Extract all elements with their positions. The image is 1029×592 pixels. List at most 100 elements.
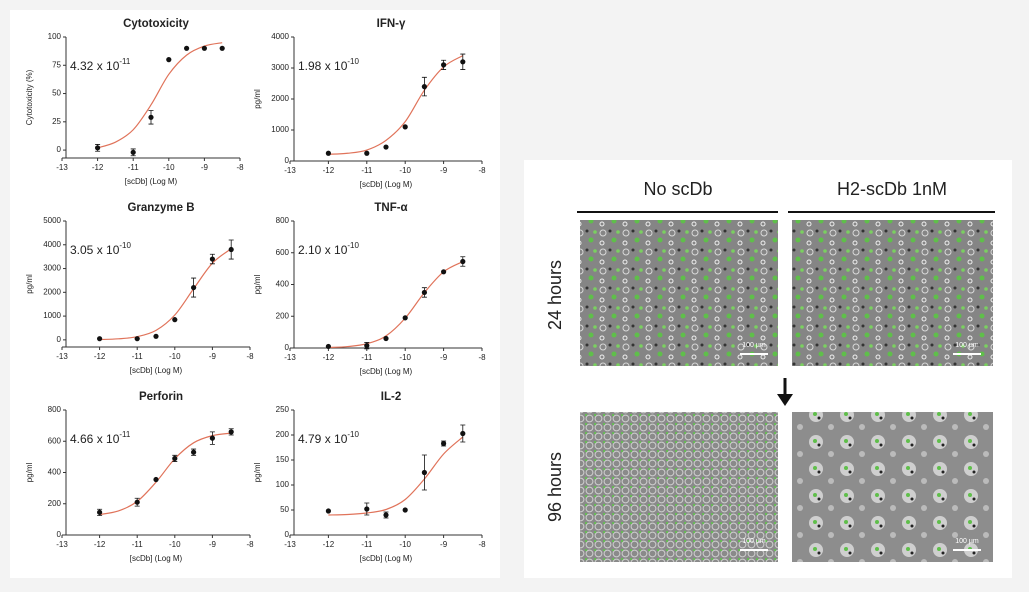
data-point (166, 57, 172, 63)
y-tick-label: 600 (276, 248, 290, 257)
x-tick-label: -10 (399, 166, 411, 175)
y-tick-label: 4000 (43, 240, 61, 249)
data-point (460, 258, 466, 265)
annotation: 1.98 x 10-10 (298, 57, 359, 73)
y-tick-label: 0 (57, 145, 62, 154)
y-axis-label: pg/ml (253, 462, 262, 482)
chart: 0 25 50 75 100 -13 -12 -11 -10 -9 -8 [scDb] (Log M)… (25, 18, 244, 186)
x-tick-label: -9 (440, 166, 448, 175)
data-point (153, 333, 159, 339)
fit-curve (99, 248, 232, 341)
y-tick-label: 2000 (271, 94, 289, 103)
data-point (421, 84, 427, 90)
y-tick-label: 600 (48, 436, 62, 445)
micrograph: No scDb H2-scDb 1nM 24 hours 96 hours 10… (545, 179, 995, 562)
data-point (383, 512, 389, 518)
y-tick-label: 800 (276, 216, 290, 225)
annotation: 4.32 x 10-11 (70, 57, 131, 73)
data-point (184, 45, 190, 51)
x-tick-label: -8 (246, 352, 254, 361)
x-tick-label: -13 (284, 166, 296, 175)
annotation-text: 1.98 x 10 (298, 59, 348, 73)
chart: 0 1000 2000 3000 4000 -13 -12 -11 -10 -9 -8 [scDb] … (253, 18, 486, 189)
x-tick-label: -11 (361, 166, 373, 175)
x-tick-label: -10 (399, 540, 411, 549)
chart-panel (10, 10, 500, 578)
annotation-exponent: -11 (119, 57, 131, 66)
x-tick-label: -9 (201, 163, 209, 172)
chart: 0 1000 2000 3000 4000 5000 -13 -12 -11 -10 -9 -8 [sc… (25, 202, 254, 375)
chart-title: IL-2 (381, 391, 401, 403)
x-tick-label: -8 (478, 540, 486, 549)
data-point (402, 124, 408, 130)
data-point (383, 144, 389, 150)
data-point (364, 343, 370, 349)
data-point (402, 315, 408, 321)
chart-title: IFN-γ (377, 18, 406, 30)
x-tick-label: -13 (284, 540, 296, 549)
y-axis-label: Cytotoxicity (%) (25, 69, 34, 125)
y-tick-label: 200 (276, 430, 290, 439)
row-label: 96 hours (545, 452, 565, 522)
annotation-exponent: -10 (347, 241, 359, 250)
y-tick-label: 250 (276, 405, 290, 414)
annotation: 4.79 x 10-10 (298, 430, 359, 446)
y-axis-label: pg/ml (25, 462, 34, 482)
data-point (441, 440, 447, 447)
x-tick-label: -11 (361, 540, 373, 549)
x-tick-label: -13 (56, 540, 68, 549)
data-point (421, 469, 427, 476)
annotation: 2.10 x 10-10 (298, 241, 359, 257)
annotation: 3.05 x 10-10 (70, 241, 131, 257)
data-point (134, 499, 140, 505)
x-tick-label: -13 (56, 352, 68, 361)
y-tick-label: 0 (285, 343, 290, 352)
x-axis-label: [scDb] (Log M) (130, 366, 183, 375)
y-tick-label: 200 (48, 499, 62, 508)
x-tick-label: -13 (284, 353, 296, 362)
data-point (130, 149, 136, 155)
data-point (325, 150, 331, 156)
x-tick-label: -10 (169, 352, 181, 361)
y-tick-label: 200 (276, 311, 290, 320)
fit-curve (99, 432, 232, 516)
x-tick-label: -12 (94, 352, 106, 361)
micrograph-image (580, 412, 778, 562)
y-tick-label: 1000 (271, 125, 289, 134)
data-point (209, 435, 215, 441)
y-tick-label: 100 (276, 480, 290, 489)
chart: 0 200 400 600 800 -13 -12 -11 -10 -9 -8 [scDb] (Log… (253, 202, 486, 376)
micrograph-image (792, 220, 993, 366)
chart-title: Cytotoxicity (123, 18, 189, 30)
data-point (325, 343, 331, 350)
data-point (97, 509, 103, 515)
fit-curve (328, 436, 464, 516)
y-tick-label: 2000 (43, 287, 61, 296)
chart-title: Perforin (139, 391, 183, 403)
annotation-exponent: -10 (119, 241, 131, 250)
data-point (364, 506, 370, 512)
x-tick-label: -12 (323, 353, 335, 362)
x-axis-label: [scDb] (Log M) (130, 554, 183, 563)
x-tick-label: -12 (323, 540, 335, 549)
y-tick-label: 100 (48, 32, 62, 41)
chart-title: TNF-α (374, 202, 407, 214)
data-point (201, 45, 207, 51)
data-point (441, 62, 447, 68)
data-point (228, 429, 234, 435)
data-point (191, 449, 197, 455)
x-tick-label: -8 (236, 163, 244, 172)
y-tick-label: 400 (276, 280, 290, 289)
scale-label: 100 µm (742, 342, 766, 349)
annotation-exponent: -10 (347, 57, 359, 66)
micrograph-image (792, 412, 993, 562)
annotation-text: 4.32 x 10 (70, 59, 120, 73)
x-axis-label: [scDb] (Log M) (125, 177, 178, 186)
chart-title: Granzyme B (127, 202, 194, 214)
x-tick-label: -12 (94, 540, 106, 549)
y-axis-label: pg/ml (253, 89, 262, 109)
x-tick-label: -9 (209, 540, 217, 549)
y-tick-label: 0 (285, 530, 290, 539)
chart: 0 200 400 600 800 -13 -12 -11 -10 -9 -8 [scDb] (Log… (25, 391, 254, 563)
